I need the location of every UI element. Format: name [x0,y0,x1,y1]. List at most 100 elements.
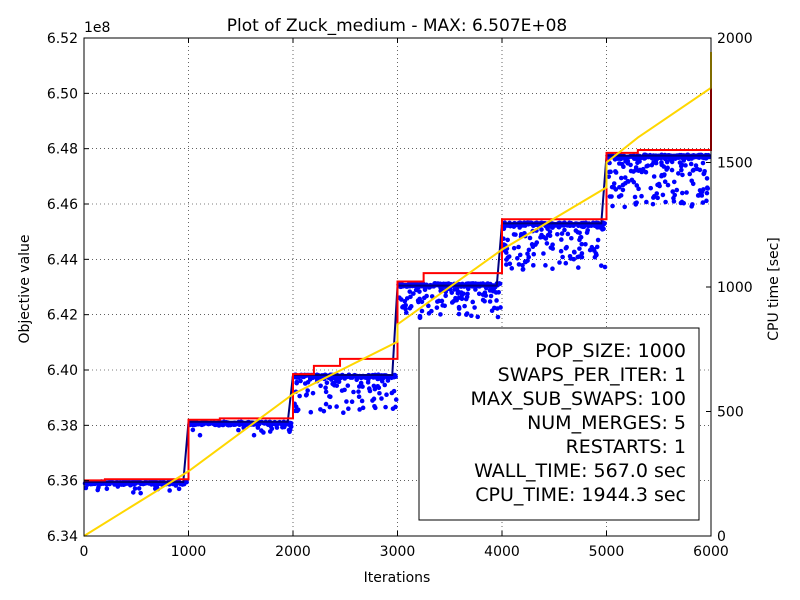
population-point [294,379,300,385]
population-point [502,224,508,229]
population-point [525,251,530,257]
population-point [384,392,389,398]
population-point [648,185,654,191]
population-point [643,169,649,175]
population-point [687,171,693,177]
population-point [515,256,520,261]
legend-line: MAX_SUB_SWAPS: 100 [471,388,686,410]
population-point [323,401,329,407]
population-point [480,292,486,297]
population-point [357,407,362,412]
population-point [634,183,640,188]
population-point [592,254,598,260]
population-point [390,406,396,412]
population-point [511,224,517,229]
population-point [443,293,448,299]
population-point [671,179,677,185]
population-point [407,289,413,294]
population-point [555,231,560,237]
population-point [607,169,612,175]
population-point [378,375,384,381]
population-point [408,294,413,300]
population-point [419,308,425,314]
population-point [379,396,384,401]
population-point [587,247,593,253]
population-point [550,242,555,247]
population-point [595,237,601,243]
population-point [688,161,694,167]
population-point [324,380,330,386]
population-point [356,384,362,389]
population-point [83,485,89,491]
population-point [436,298,442,304]
population-point [318,383,323,389]
population-point [680,172,685,178]
population-point [304,392,309,397]
legend-line: CPU_TIME: 1944.3 sec [475,484,686,506]
population-point [372,403,377,409]
population-point [584,230,590,235]
population-point [424,293,429,299]
population-point [128,482,133,488]
population-point [547,233,553,239]
population-point [456,295,462,300]
population-point [488,293,494,299]
series-lines [83,51,712,537]
y-tick-label: 6.48 [47,142,78,158]
population-point [487,299,493,304]
population-point [633,165,639,170]
population-point [456,311,462,317]
population-point [639,193,644,199]
population-point [606,174,612,179]
population-point [527,235,533,241]
population-point [453,295,458,301]
population-point [699,189,705,195]
population-point [559,237,564,242]
population-point [564,244,569,250]
population-point [509,266,515,271]
population-point [504,262,509,267]
population-point [657,183,662,189]
population-point [589,223,594,228]
y2-tick-label: 0 [717,529,726,545]
population-point [568,256,574,261]
population-point [422,287,428,293]
population-point [131,481,137,487]
population-point [617,184,622,190]
population-point [173,483,179,488]
population-point [659,172,665,178]
population-point [679,199,685,205]
y-tick-label: 6.38 [47,418,78,434]
legend-line: RESTARTS: 1 [566,436,686,458]
y2-tick-label: 2000 [717,31,753,47]
population-point [298,378,303,384]
population-point [678,163,684,169]
population-point [456,304,462,310]
population-point [216,423,222,428]
population-point [628,168,634,174]
population-point [534,240,540,245]
population-point [495,314,501,320]
population-point [700,160,706,166]
population-point [672,192,678,198]
population-point [626,179,631,184]
population-point [578,234,584,240]
population-point [636,186,641,192]
population-point [307,377,313,382]
population-point [531,263,536,268]
population-point [677,160,683,165]
population-point [341,410,346,416]
population-point [495,306,500,311]
population-point [550,225,555,230]
population-point [544,241,550,246]
population-point [323,389,329,395]
population-point [461,291,466,296]
population-point [531,251,537,257]
population-point [130,490,136,495]
population-point [345,383,351,388]
population-point [473,287,478,292]
population-point [650,201,656,207]
population-point [119,482,124,487]
population-point [669,159,675,165]
population-point [516,262,522,267]
